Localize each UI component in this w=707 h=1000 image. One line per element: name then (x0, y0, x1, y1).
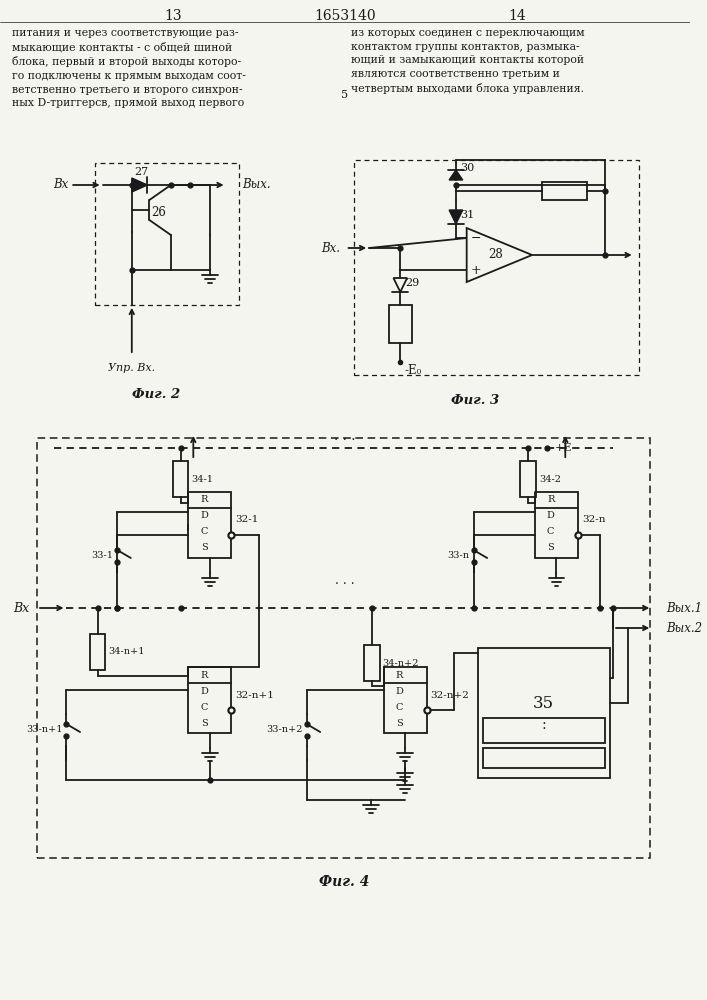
Polygon shape (449, 170, 463, 180)
Text: S: S (201, 718, 207, 728)
Text: Вых.2: Вых.2 (666, 621, 702, 635)
Text: 34-n+2: 34-n+2 (382, 658, 419, 668)
Text: 32-n: 32-n (582, 516, 605, 524)
Text: D: D (200, 512, 208, 520)
Text: −: − (470, 232, 481, 244)
Text: R: R (200, 670, 208, 680)
Text: S: S (547, 544, 554, 552)
Text: R: R (200, 495, 208, 504)
Polygon shape (449, 210, 463, 224)
Text: 30: 30 (460, 163, 475, 173)
Text: Фиг. 2: Фиг. 2 (132, 387, 180, 400)
Bar (354, 160, 640, 375)
Text: R: R (396, 670, 403, 680)
Bar (389, 305, 412, 343)
Text: D: D (200, 686, 208, 696)
Text: 31: 31 (460, 210, 475, 220)
Bar (535, 492, 578, 558)
Text: C: C (200, 702, 208, 712)
Text: 33-n+2: 33-n+2 (266, 726, 303, 734)
Text: Вых.: Вых. (242, 178, 271, 192)
Text: 26: 26 (151, 207, 165, 220)
Text: Упр. Вх.: Упр. Вх. (108, 363, 156, 373)
Polygon shape (132, 178, 148, 192)
Bar (37, 438, 650, 858)
Text: Вх: Вх (13, 601, 29, 614)
Text: . . .: . . . (335, 574, 354, 586)
Bar (173, 461, 189, 497)
Bar (484, 718, 605, 743)
Text: R: R (547, 495, 554, 504)
Text: :: : (542, 718, 546, 732)
Bar (189, 667, 231, 733)
Polygon shape (394, 278, 407, 292)
Text: 34-n+1: 34-n+1 (108, 648, 145, 656)
Text: C: C (547, 528, 554, 536)
Text: 5: 5 (341, 90, 349, 100)
Bar (479, 648, 610, 778)
Text: C: C (396, 702, 403, 712)
Text: 34-2: 34-2 (539, 475, 561, 484)
Text: 33-1: 33-1 (91, 552, 113, 560)
Text: 14: 14 (508, 9, 526, 23)
Text: . . .: . . . (334, 429, 356, 443)
Bar (90, 634, 105, 670)
Text: 33-n+1: 33-n+1 (26, 726, 62, 734)
Text: из которых соединен с переключающим
контактом группы контактов, размыка-
ющий и : из которых соединен с переключающим конт… (351, 28, 585, 94)
Text: +E: +E (554, 443, 572, 453)
Text: Вх: Вх (53, 178, 68, 192)
Bar (384, 667, 426, 733)
Text: 35: 35 (533, 694, 554, 712)
Text: Вх.: Вх. (321, 241, 340, 254)
Text: 29: 29 (405, 278, 419, 288)
Polygon shape (467, 228, 532, 282)
Text: 32-1: 32-1 (235, 516, 259, 524)
Text: 13: 13 (164, 9, 182, 23)
Text: S: S (396, 718, 403, 728)
Text: 1653140: 1653140 (314, 9, 375, 23)
Bar (484, 748, 605, 768)
Bar (364, 645, 380, 681)
Bar (95, 163, 239, 305)
Text: D: D (395, 686, 403, 696)
Text: -E₀: -E₀ (404, 363, 421, 376)
Text: Фиг. 4: Фиг. 4 (320, 875, 370, 889)
Bar (520, 461, 536, 497)
Text: +: + (470, 263, 481, 276)
Text: 32-n+1: 32-n+1 (235, 690, 274, 700)
Text: C: C (200, 528, 208, 536)
Text: Фиг. 3: Фиг. 3 (451, 393, 500, 406)
Text: питания и через соответствующие раз-
мыкающие контакты - с общей шиной
блока, пе: питания и через соответствующие раз- мык… (12, 28, 245, 108)
Text: 32-n+2: 32-n+2 (431, 690, 469, 700)
Text: 34-1: 34-1 (192, 475, 214, 484)
Bar (542, 182, 587, 200)
Text: 33-n: 33-n (448, 552, 469, 560)
Bar (189, 492, 231, 558)
Text: Вых.1: Вых.1 (666, 601, 702, 614)
Text: 27: 27 (134, 167, 148, 177)
Text: S: S (201, 544, 207, 552)
Text: 28: 28 (489, 248, 503, 261)
Text: D: D (547, 512, 554, 520)
